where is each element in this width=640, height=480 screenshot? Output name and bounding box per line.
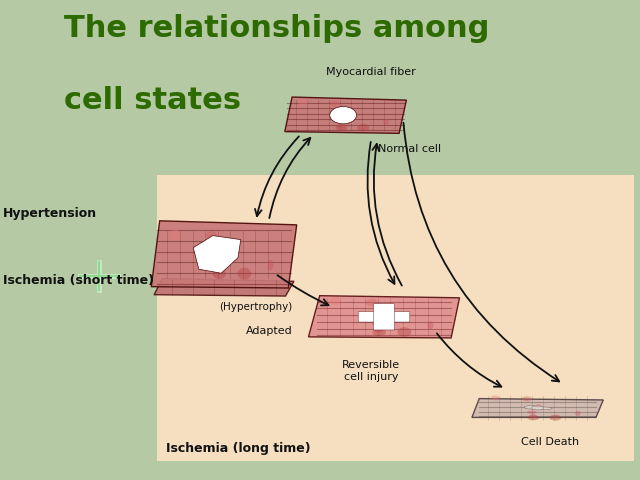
Ellipse shape — [330, 100, 340, 107]
Ellipse shape — [372, 321, 383, 326]
Ellipse shape — [337, 123, 345, 128]
Ellipse shape — [549, 415, 561, 420]
Ellipse shape — [344, 109, 349, 116]
Ellipse shape — [170, 229, 180, 240]
Ellipse shape — [366, 299, 378, 307]
Ellipse shape — [298, 99, 308, 106]
Text: Hypertension: Hypertension — [3, 207, 97, 220]
Polygon shape — [472, 398, 604, 418]
Text: Reversible
cell injury: Reversible cell injury — [342, 360, 400, 382]
Ellipse shape — [490, 396, 500, 401]
Text: The relationships among: The relationships among — [64, 14, 490, 43]
Text: Ischemia (long time): Ischemia (long time) — [166, 442, 311, 456]
Ellipse shape — [383, 310, 388, 318]
FancyBboxPatch shape — [358, 312, 410, 322]
Ellipse shape — [524, 406, 539, 409]
Text: Cell Death: Cell Death — [522, 437, 579, 447]
Ellipse shape — [330, 297, 340, 305]
Polygon shape — [308, 296, 460, 338]
Text: Normal cell: Normal cell — [378, 144, 441, 154]
Ellipse shape — [531, 406, 544, 410]
Text: Adapted: Adapted — [245, 326, 292, 336]
Ellipse shape — [536, 404, 541, 408]
Ellipse shape — [223, 246, 228, 256]
Polygon shape — [285, 97, 406, 133]
Ellipse shape — [267, 260, 273, 270]
Text: Myocardial fiber: Myocardial fiber — [326, 67, 416, 77]
Ellipse shape — [214, 266, 223, 275]
Ellipse shape — [374, 326, 383, 333]
Polygon shape — [154, 278, 294, 296]
FancyBboxPatch shape — [157, 175, 634, 461]
Ellipse shape — [335, 119, 344, 123]
Text: Ischemia (short time): Ischemia (short time) — [3, 274, 154, 288]
FancyBboxPatch shape — [374, 304, 394, 330]
Ellipse shape — [357, 124, 369, 132]
Ellipse shape — [335, 125, 348, 131]
Text: (Hypertrophy): (Hypertrophy) — [220, 302, 292, 312]
Ellipse shape — [372, 328, 386, 336]
Ellipse shape — [535, 407, 552, 410]
Ellipse shape — [212, 260, 223, 266]
Ellipse shape — [427, 321, 433, 329]
Text: cell states: cell states — [64, 86, 241, 115]
Ellipse shape — [206, 231, 218, 241]
Ellipse shape — [330, 107, 356, 124]
Ellipse shape — [527, 410, 536, 414]
Polygon shape — [151, 221, 297, 288]
Ellipse shape — [397, 327, 412, 337]
Ellipse shape — [212, 269, 226, 279]
Polygon shape — [193, 236, 241, 273]
Ellipse shape — [237, 268, 252, 280]
Ellipse shape — [383, 119, 388, 125]
Ellipse shape — [575, 411, 580, 416]
Ellipse shape — [529, 414, 537, 418]
Ellipse shape — [522, 396, 532, 401]
Ellipse shape — [527, 415, 540, 420]
